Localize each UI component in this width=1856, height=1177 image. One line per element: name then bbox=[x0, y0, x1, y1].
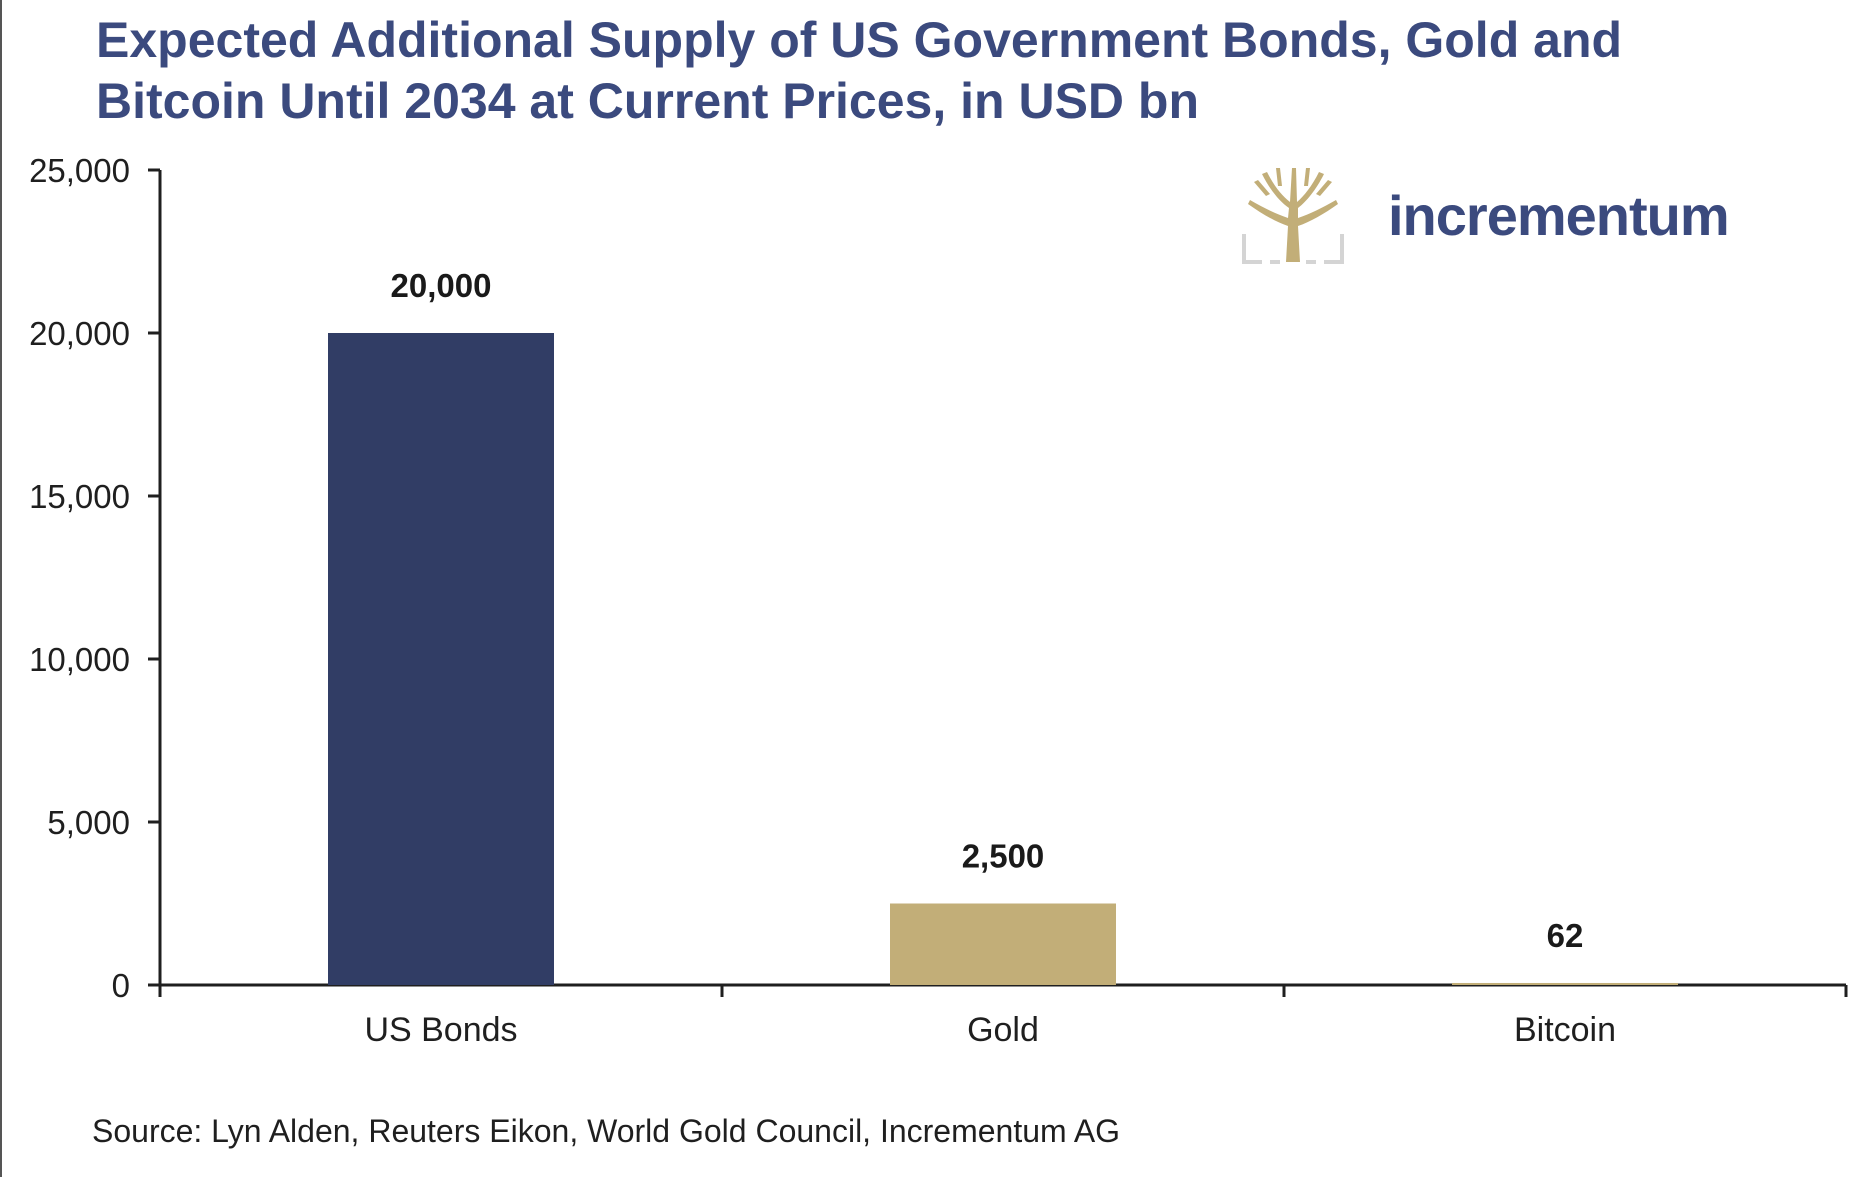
y-tick-label: 20,000 bbox=[29, 315, 130, 352]
chart-title-line-2: Bitcoin Until 2034 at Current Prices, in… bbox=[96, 73, 1200, 129]
bar-value-label: 20,000 bbox=[391, 267, 492, 304]
incrementum-logo: incrementum bbox=[1240, 160, 1730, 270]
x-category-label: Gold bbox=[967, 1011, 1039, 1049]
y-tick-label: 5,000 bbox=[47, 804, 130, 841]
bar-value-label: 62 bbox=[1547, 917, 1584, 954]
bar-gold bbox=[890, 903, 1116, 985]
left-border-rule bbox=[0, 0, 2, 1177]
data-labels: 20,000 2,500 62 bbox=[391, 267, 1584, 954]
tree-icon bbox=[1242, 168, 1344, 264]
x-axis: US Bonds Gold Bitcoin bbox=[158, 983, 1848, 1049]
y-tick-label: 0 bbox=[112, 967, 130, 1004]
bars bbox=[328, 333, 1678, 985]
bar-us-bonds bbox=[328, 333, 554, 985]
bar-value-label: 2,500 bbox=[962, 838, 1045, 875]
chart-title-line-1: Expected Additional Supply of US Governm… bbox=[96, 12, 1623, 68]
y-tick-label: 10,000 bbox=[29, 641, 130, 678]
x-category-label: Bitcoin bbox=[1514, 1011, 1616, 1049]
y-tick-label: 25,000 bbox=[29, 152, 130, 189]
x-category-label: US Bonds bbox=[364, 1011, 517, 1049]
y-axis: 0 5,000 10,000 15,000 20,000 25,000 bbox=[29, 152, 162, 1004]
y-tick-label: 15,000 bbox=[29, 478, 130, 515]
chart-title: Expected Additional Supply of US Governm… bbox=[96, 10, 1746, 132]
bar-bitcoin bbox=[1452, 982, 1678, 985]
source-note: Source: Lyn Alden, Reuters Eikon, World … bbox=[92, 1113, 1121, 1149]
logo-wordmark: incrementum bbox=[1388, 183, 1730, 247]
